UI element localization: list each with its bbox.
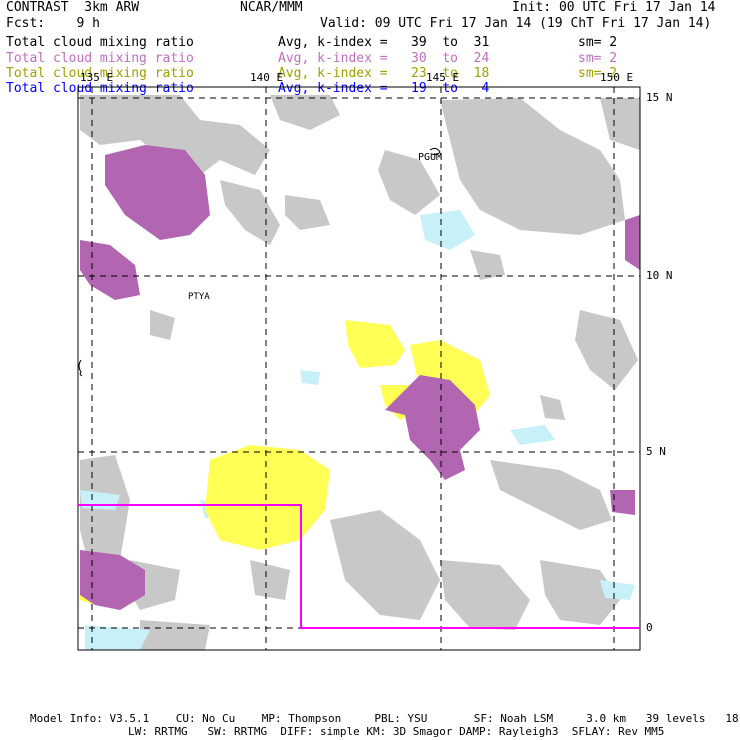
model-title: CONTRAST 3km ARW bbox=[6, 0, 140, 15]
legend-field-4: Total cloud mixing ratio bbox=[6, 81, 194, 96]
legend-field-3: Total cloud mixing ratio bbox=[6, 66, 194, 81]
legend-stat-2: Avg, k-index = 30 to 24 bbox=[278, 51, 490, 66]
legend-sm-1: sm= 2 bbox=[578, 35, 618, 50]
lon-label-140: 140 E bbox=[250, 71, 284, 84]
legend-stat-1: Avg, k-index = 39 to 31 bbox=[278, 35, 490, 50]
init-time: Init: 00 UTC Fri 17 Jan 14 bbox=[512, 0, 716, 15]
nest-domain-outline bbox=[78, 504, 640, 629]
valid-time: Valid: 09 UTC Fri 17 Jan 14 (19 ChT Fri … bbox=[320, 16, 712, 31]
lat-label-0: 0 bbox=[646, 621, 653, 634]
legend-sm-2: sm= 2 bbox=[578, 51, 618, 66]
mid-cloud-layer bbox=[80, 145, 640, 610]
station-ptya: PTYA bbox=[188, 292, 210, 302]
lat-label-10n: 10 N bbox=[646, 269, 673, 282]
coastline-mark bbox=[78, 359, 83, 377]
lon-label-135: 135 E bbox=[80, 71, 114, 84]
legend-field-1: Total cloud mixing ratio bbox=[6, 35, 194, 50]
legend-stat-3: Avg, k-index = 23 to 18 bbox=[278, 66, 490, 81]
station-pgum: PGUM bbox=[418, 152, 443, 163]
lat-label-5n: 5 N bbox=[646, 445, 666, 458]
legend-stat-4: Avg, k-index = 19 to 4 bbox=[278, 81, 490, 96]
forecast-hour: Fcst: 9 h bbox=[6, 16, 100, 31]
model-info-line2: LW: RRTMG SW: RRTMG DIFF: simple KM: 3D … bbox=[128, 725, 665, 738]
model-info-line1: Model Info: V3.5.1 CU: No Cu MP: Thompso… bbox=[30, 712, 740, 725]
legend-sm-3: sm= 2 bbox=[578, 66, 618, 81]
lat-label-15n: 15 N bbox=[646, 91, 673, 104]
organization-label: NCAR/MMM bbox=[240, 0, 303, 15]
map-frame bbox=[77, 86, 641, 651]
guam-outline bbox=[429, 147, 441, 156]
lon-label-145: 145 E bbox=[426, 71, 460, 84]
lon-label-150: 150 E bbox=[600, 71, 634, 84]
legend-field-2: Total cloud mixing ratio bbox=[6, 51, 194, 66]
